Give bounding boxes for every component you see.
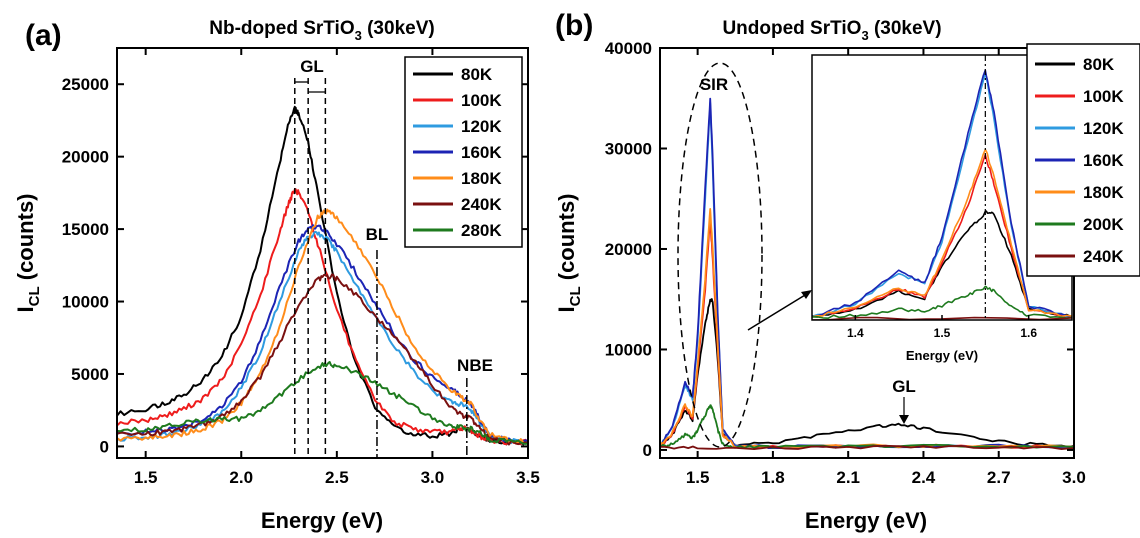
- panel-b-xtick-label: 1.8: [761, 468, 785, 487]
- panel-a-ytick-label: 0: [100, 437, 109, 456]
- panel-b-legend: 80K 100K 120K 160K 180K 200K 240K: [1026, 43, 1140, 277]
- panel-a-legend-label: 120K: [461, 117, 502, 136]
- panel-a-label: (a): [25, 19, 62, 52]
- panel-a-xtick-label: 1.5: [134, 468, 158, 487]
- panel-a-xtick-label: 3.0: [421, 468, 445, 487]
- inset-series-180K: [812, 148, 1072, 318]
- panel-a-series-180K: [117, 208, 528, 445]
- panel-b-xtick-label: 2.1: [836, 468, 860, 487]
- annotation-sir: SIR: [700, 75, 728, 94]
- panel-a-xtick-label: 2.0: [229, 468, 253, 487]
- panel-a-legend-label: 100K: [461, 91, 502, 110]
- inset-xtick-label: 1.4: [847, 326, 864, 340]
- panel-b-legend-label: 160K: [1083, 151, 1124, 170]
- panel-a-legend-label: 80K: [461, 65, 493, 84]
- panel-b-ytick-label: 0: [643, 441, 652, 460]
- panel-b-ytick-label: 40000: [605, 39, 652, 58]
- panel-b-title: Undoped SrTiO3 (30keV): [722, 18, 941, 43]
- panel-a-series-120K: [117, 230, 528, 445]
- panel-a-ylabel: ICL (counts): [13, 193, 43, 312]
- panel-b-curves: [660, 97, 1074, 450]
- panel-a-legend-label: 280K: [461, 221, 502, 240]
- inset-series-240K: [812, 316, 1072, 320]
- sir-ellipse: [677, 62, 763, 448]
- panel-b-ytick-label: 10000: [605, 340, 652, 359]
- inset-xlabel: Energy (eV): [906, 348, 978, 363]
- inset-arrowhead: [801, 290, 812, 299]
- inset-arrow: [747, 291, 811, 331]
- panel-a-ytick-label: 15000: [62, 220, 109, 239]
- annotation-nbe: NBE: [457, 356, 493, 375]
- panel-a-ytick-label: 5000: [71, 365, 109, 384]
- panel-b-ytick-label: 30000: [605, 139, 652, 158]
- inset-series-200K: [812, 285, 1072, 319]
- panel-b-xtick-label: 3.0: [1062, 468, 1086, 487]
- panel-a-ytick-label: 25000: [62, 75, 109, 94]
- panel-a-legend: 80K 100K 120K 160K 180K 240K 280K: [404, 56, 523, 248]
- panel-b-legend-label: 180K: [1083, 183, 1124, 202]
- panel-a-frame: [116, 47, 529, 459]
- panel-b-xtick-label: 2.7: [987, 468, 1011, 487]
- panel-b-legend-label: 80K: [1083, 55, 1115, 74]
- panel-a-xtick-label: 2.5: [325, 468, 349, 487]
- inset-curves: [812, 69, 1072, 320]
- panel-b-series-240K: [660, 444, 1074, 450]
- panel-b-ytick-label: 20000: [605, 240, 652, 259]
- panel-b-xtick-label: 2.4: [912, 468, 936, 487]
- panel-b-series-180K: [660, 208, 1074, 449]
- panel-b-ylabel: ICL (counts): [554, 193, 584, 312]
- panel-b-legend-label: 240K: [1083, 247, 1124, 266]
- panel-a-xtick-label: 3.5: [516, 468, 540, 487]
- panel-b-ticks: 1.5 1.8 2.1 2.4 2.7 3.0 0 10000 20000 30000 40000: [605, 39, 1086, 487]
- panel-b-legend-label: 120K: [1083, 119, 1124, 138]
- annotation-bl: BL: [366, 225, 389, 244]
- panel-a-series-280K: [117, 361, 528, 445]
- panel-a-xlabel: Energy (eV): [261, 508, 383, 533]
- annotation-gl-a: GL: [300, 57, 324, 76]
- panel-a-annotations: [294, 78, 468, 458]
- panel-a-legend-label: 240K: [461, 195, 502, 214]
- panel-b: (b) Undoped SrTiO3 (30keV) ICL (counts) …: [554, 9, 1140, 533]
- panel-b-xlabel: Energy (eV): [805, 508, 927, 533]
- gl-arrowhead: [899, 415, 909, 424]
- inset-ticks: 1.4 1.5 1.6: [847, 55, 1037, 340]
- inset-series-120K: [812, 71, 1072, 319]
- inset-xtick-label: 1.6: [1020, 326, 1037, 340]
- panel-a-ytick-label: 10000: [62, 293, 109, 312]
- panel-b-xtick-label: 1.5: [686, 468, 710, 487]
- panel-a-ticks: 1.5 2.0 2.5 3.0 3.5 0 5000 10000 15000 20000 25000: [62, 48, 540, 487]
- panel-a-ytick-label: 20000: [62, 148, 109, 167]
- inset-series-160K: [812, 69, 1072, 319]
- panel-a: (a) Nb-doped SrTiO3 (30keV) ICL (counts)…: [13, 18, 540, 533]
- panel-a-legend-label: 180K: [461, 169, 502, 188]
- panel-a-title: Nb-doped SrTiO3 (30keV): [209, 18, 434, 43]
- panel-a-curves: [117, 105, 528, 446]
- panel-b-legend-label: 100K: [1083, 87, 1124, 106]
- panel-b-label: (b): [555, 9, 593, 42]
- panel-a-legend-label: 160K: [461, 143, 502, 162]
- panel-b-legend-label: 200K: [1083, 215, 1124, 234]
- annotation-gl-b: GL: [892, 377, 916, 396]
- inset-xtick-label: 1.5: [934, 326, 951, 340]
